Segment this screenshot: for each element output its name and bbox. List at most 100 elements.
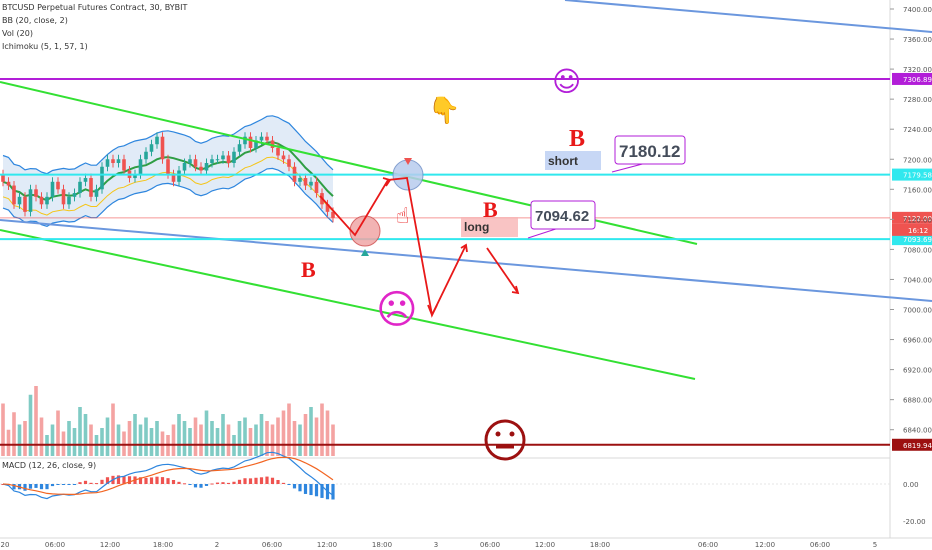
level-tag: [892, 438, 932, 451]
candle-body[interactable]: [270, 140, 275, 148]
candle-body[interactable]: [243, 136, 247, 145]
volume-bar: [34, 386, 38, 456]
candle-body[interactable]: [61, 189, 66, 205]
candle-body[interactable]: [331, 211, 335, 218]
blue-trendline-lower[interactable]: [0, 219, 932, 302]
candle-body[interactable]: [12, 185, 16, 205]
candle-body[interactable]: [325, 204, 330, 212]
candle-body[interactable]: [160, 136, 165, 160]
candle-body[interactable]: [149, 144, 154, 152]
candle-body[interactable]: [17, 196, 22, 205]
short-price-callout[interactable]: [614, 135, 686, 165]
candle-body[interactable]: [45, 196, 49, 205]
price-tick-label: 6920.00: [903, 367, 932, 375]
green-lower-trendline[interactable]: [0, 229, 696, 380]
candle-body[interactable]: [166, 159, 170, 175]
candle-body[interactable]: [182, 163, 187, 171]
candle-body[interactable]: [254, 140, 258, 148]
long-price-callout[interactable]: [530, 200, 596, 230]
candle-body[interactable]: [94, 189, 99, 197]
macd-histogram-bar: [144, 477, 148, 484]
macd-histogram-bar: [39, 484, 44, 490]
time-tick-label: 12:00: [100, 541, 120, 549]
candle-body[interactable]: [177, 170, 181, 182]
candle-body[interactable]: [144, 151, 148, 160]
candle-body[interactable]: [50, 181, 55, 197]
candle-body[interactable]: [193, 159, 198, 167]
candle-body[interactable]: [1, 174, 5, 182]
candle-body[interactable]: [314, 181, 319, 194]
volume-bar: [281, 410, 286, 456]
candle-body[interactable]: [188, 159, 192, 164]
candle-body[interactable]: [199, 166, 203, 171]
short-zone: [545, 151, 601, 170]
neutral-face-icon: [484, 419, 526, 461]
candle-body[interactable]: [281, 155, 286, 160]
blue-trendline-upper[interactable]: [564, 0, 932, 33]
candle-body[interactable]: [133, 174, 137, 179]
volume-bar: [67, 421, 71, 456]
macd-histogram-bar: [254, 477, 258, 484]
candle-body[interactable]: [56, 181, 60, 190]
candle-body[interactable]: [34, 189, 38, 197]
candle-body[interactable]: [105, 159, 110, 167]
candle-body[interactable]: [23, 196, 27, 212]
macd-panel: [0, 451, 890, 500]
candle-body[interactable]: [232, 151, 236, 164]
indicator-bb[interactable]: BB (20, close, 2): [2, 16, 68, 25]
candle-body[interactable]: [111, 159, 115, 164]
candle-body[interactable]: [237, 144, 242, 152]
candle-body[interactable]: [78, 181, 82, 194]
candle-body[interactable]: [39, 196, 44, 205]
candle-body[interactable]: [89, 178, 93, 197]
candle-body[interactable]: [100, 166, 104, 190]
macd-histogram-bar: [232, 481, 236, 484]
candle-body[interactable]: [309, 181, 313, 186]
candle-body[interactable]: [171, 174, 176, 182]
horizontal-levels[interactable]: 7306.89 7179.58 7122.00 7093.69 6819.94 16:12: [0, 72, 932, 451]
macd-histogram-bar: [67, 484, 71, 485]
volume-bar: [243, 417, 247, 456]
macd-histogram-bar: [298, 484, 302, 492]
candle-body[interactable]: [204, 163, 209, 171]
indicator-ichimoku[interactable]: Ichimoku (5, 1, 57, 1): [2, 42, 88, 51]
volume-bar: [127, 421, 132, 456]
price-axis[interactable]: 7400.00 7360.00 7320.00 7280.00 7240.00 7200.…: [890, 6, 932, 526]
candle-body[interactable]: [210, 159, 214, 164]
candle-body[interactable]: [155, 136, 159, 145]
indicator-vol[interactable]: Vol (20): [2, 29, 33, 38]
macd-title[interactable]: MACD (12, 26, close, 9): [2, 461, 97, 470]
candle-body[interactable]: [215, 159, 220, 161]
candle-body[interactable]: [226, 155, 231, 164]
volume-bar: [204, 410, 209, 456]
candle-body[interactable]: [116, 159, 121, 164]
candle-body[interactable]: [6, 181, 11, 186]
symbol-title[interactable]: BTCUSD Perpetual Futures Contract, 30, B…: [2, 3, 188, 12]
long-zone: [461, 217, 518, 237]
candle-body[interactable]: [259, 136, 264, 141]
candle-body[interactable]: [248, 136, 253, 148]
candle-body[interactable]: [83, 178, 88, 182]
candle-body[interactable]: [122, 159, 126, 171]
candle-body[interactable]: [303, 178, 308, 186]
candle-body[interactable]: [265, 136, 269, 141]
macd-histogram-bar: [160, 477, 165, 484]
volume-bar: [6, 429, 11, 456]
candle-body[interactable]: [28, 189, 33, 212]
candle-body[interactable]: [298, 178, 302, 182]
happy-face-icon: ☺: [552, 65, 581, 98]
candle-body[interactable]: [138, 159, 143, 175]
candle-body[interactable]: [287, 159, 291, 167]
time-axis[interactable]: 20 06:00 12:00 18:00 2 06:00 12:00 18:00 3 06:00 1…: [1, 541, 878, 549]
candle-body[interactable]: [276, 147, 280, 156]
level-tag: [892, 72, 932, 85]
candle-body[interactable]: [72, 193, 77, 197]
price-tick-label: 7000.00: [903, 307, 932, 315]
time-tick-label: 06:00: [45, 541, 65, 549]
b-mark-lower: B: [301, 257, 316, 282]
candle-body[interactable]: [221, 155, 225, 160]
candle-body[interactable]: [67, 196, 71, 205]
volume-bar: [122, 431, 126, 456]
time-tick-label: 12:00: [317, 541, 337, 549]
